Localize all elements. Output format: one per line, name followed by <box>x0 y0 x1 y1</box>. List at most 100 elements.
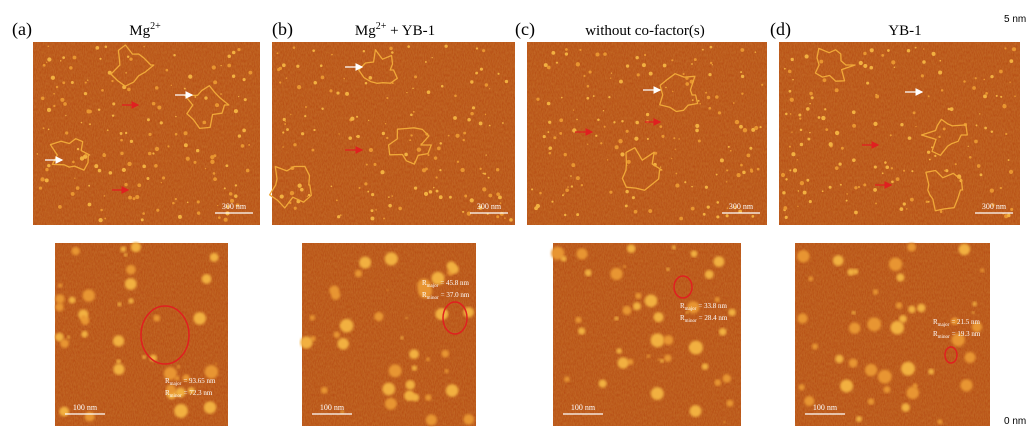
particle <box>217 205 218 206</box>
particle <box>467 118 471 122</box>
particle <box>726 181 727 182</box>
particle <box>243 78 246 81</box>
particle <box>131 242 141 252</box>
particle <box>72 161 75 164</box>
particle <box>383 218 385 220</box>
scale-label: 100 nm <box>73 403 98 412</box>
particle <box>849 359 858 368</box>
particle <box>707 96 710 99</box>
particle <box>875 95 879 99</box>
subscript: minor <box>938 335 950 340</box>
zoom-image: 100 nmRmajor= 93.65 nmRminor= 72.3 nm <box>55 242 228 426</box>
particle <box>661 135 664 138</box>
particle <box>906 208 908 210</box>
particle <box>1004 47 1006 49</box>
particle <box>238 134 241 137</box>
particle <box>425 394 431 400</box>
particle <box>913 111 916 114</box>
particle <box>965 352 976 363</box>
particle <box>539 192 542 195</box>
particle <box>645 294 658 307</box>
particle <box>409 349 419 359</box>
particle <box>548 121 551 124</box>
particle <box>829 186 832 189</box>
particle <box>58 283 62 287</box>
particle <box>113 364 124 375</box>
particle <box>849 322 860 333</box>
particle <box>320 64 323 67</box>
particle <box>130 140 133 143</box>
particle <box>976 124 978 126</box>
particle <box>620 152 624 156</box>
particle <box>603 110 604 111</box>
particle <box>113 335 124 346</box>
particle <box>162 176 165 179</box>
particle <box>462 211 464 213</box>
particle <box>974 140 978 144</box>
particle <box>710 62 712 64</box>
particle <box>809 103 811 105</box>
particle <box>293 46 296 49</box>
particle <box>76 186 80 190</box>
particle <box>141 218 144 221</box>
particle <box>755 51 757 53</box>
particle <box>293 143 296 146</box>
particle <box>791 131 792 132</box>
colorbar-bottom: 0 nm <box>1004 416 1026 427</box>
particle <box>983 79 985 81</box>
particle <box>583 75 585 77</box>
particle <box>484 173 486 175</box>
panel-letter: (a) <box>12 19 32 40</box>
particle <box>282 146 284 148</box>
particle <box>1000 96 1002 98</box>
particle <box>111 80 113 82</box>
particle <box>806 179 809 182</box>
particle <box>109 171 113 175</box>
particle <box>157 105 161 109</box>
title-part: 2+ <box>376 21 387 32</box>
particle <box>627 160 631 164</box>
particle <box>835 131 839 135</box>
particle <box>728 309 735 316</box>
particle <box>127 88 131 92</box>
particle <box>798 384 804 390</box>
particle <box>73 56 77 60</box>
particle <box>999 70 1003 74</box>
particle <box>928 201 930 203</box>
particle <box>62 56 65 59</box>
particle <box>708 73 711 76</box>
particle <box>863 64 867 68</box>
particle <box>350 117 354 121</box>
particle <box>47 164 50 167</box>
particle <box>798 113 801 116</box>
particle <box>227 64 231 68</box>
particle <box>671 59 673 61</box>
particle <box>926 200 929 203</box>
particle <box>489 88 490 89</box>
particle <box>739 125 743 129</box>
particle <box>746 154 750 158</box>
particle <box>835 88 839 92</box>
particle <box>740 71 742 73</box>
particle <box>664 335 674 345</box>
zoom-image: 100 nmRmajor= 21.5 nmRminor= 19.3 nm <box>795 243 990 426</box>
particle <box>666 268 669 271</box>
particle <box>455 134 459 138</box>
particle <box>715 95 719 99</box>
particle <box>959 244 971 256</box>
particle <box>544 63 548 67</box>
particle <box>846 200 848 202</box>
particle <box>587 85 590 88</box>
particle <box>818 116 821 119</box>
particle <box>660 359 664 363</box>
particle <box>297 184 301 188</box>
particle <box>244 98 247 101</box>
particle <box>585 269 592 276</box>
particle <box>881 54 884 57</box>
particle <box>684 181 686 183</box>
particle <box>496 215 499 218</box>
particle <box>367 191 369 193</box>
particle <box>754 126 758 130</box>
particle <box>225 164 228 167</box>
particle <box>635 56 638 59</box>
